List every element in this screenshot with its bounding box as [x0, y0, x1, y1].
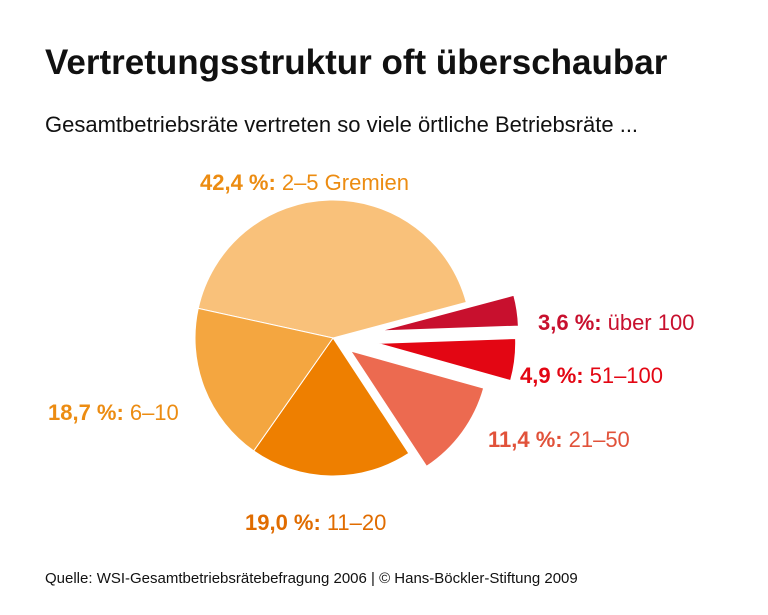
slice-label: 42,4 %: 2–5 Gremien [200, 170, 409, 195]
value-label: 3,6 %: [538, 310, 602, 335]
category-label: 6–10 [130, 400, 179, 425]
pie-slice [349, 350, 485, 467]
value-label: 18,7 %: [48, 400, 124, 425]
value-label: 42,4 %: [200, 170, 276, 195]
value-label: 4,9 %: [520, 363, 584, 388]
slice-label: 19,0 %: 11–20 [245, 510, 386, 535]
source: Quelle: WSI-Gesamtbetriebsrätebefragung … [45, 570, 578, 587]
pie-slice [194, 307, 334, 452]
slice-label: 11,4 %: 21–50 [488, 427, 630, 452]
pie-slice [252, 337, 410, 477]
pie-slice [380, 294, 519, 332]
pie-slice [377, 338, 517, 382]
category-label: 2–5 Gremien [282, 170, 409, 195]
pie-slice [197, 199, 467, 339]
slice-label: 18,7 %: 6–10 [48, 400, 179, 425]
slice-label: 4,9 %: 51–100 [520, 363, 663, 388]
slice-label: 3,6 %: über 100 [538, 310, 694, 335]
category-label: über 100 [608, 310, 695, 335]
chart-subtitle: Gesamtbetriebsräte vertreten so viele ör… [45, 112, 638, 137]
value-label: 11,4 %: [488, 427, 563, 452]
category-label: 21–50 [569, 427, 630, 452]
chart-title: Vertretungsstruktur oft überschaubar [45, 43, 668, 82]
category-label: 51–100 [590, 363, 663, 388]
category-label: 11–20 [327, 510, 387, 535]
value-label: 19,0 %: [245, 510, 321, 535]
